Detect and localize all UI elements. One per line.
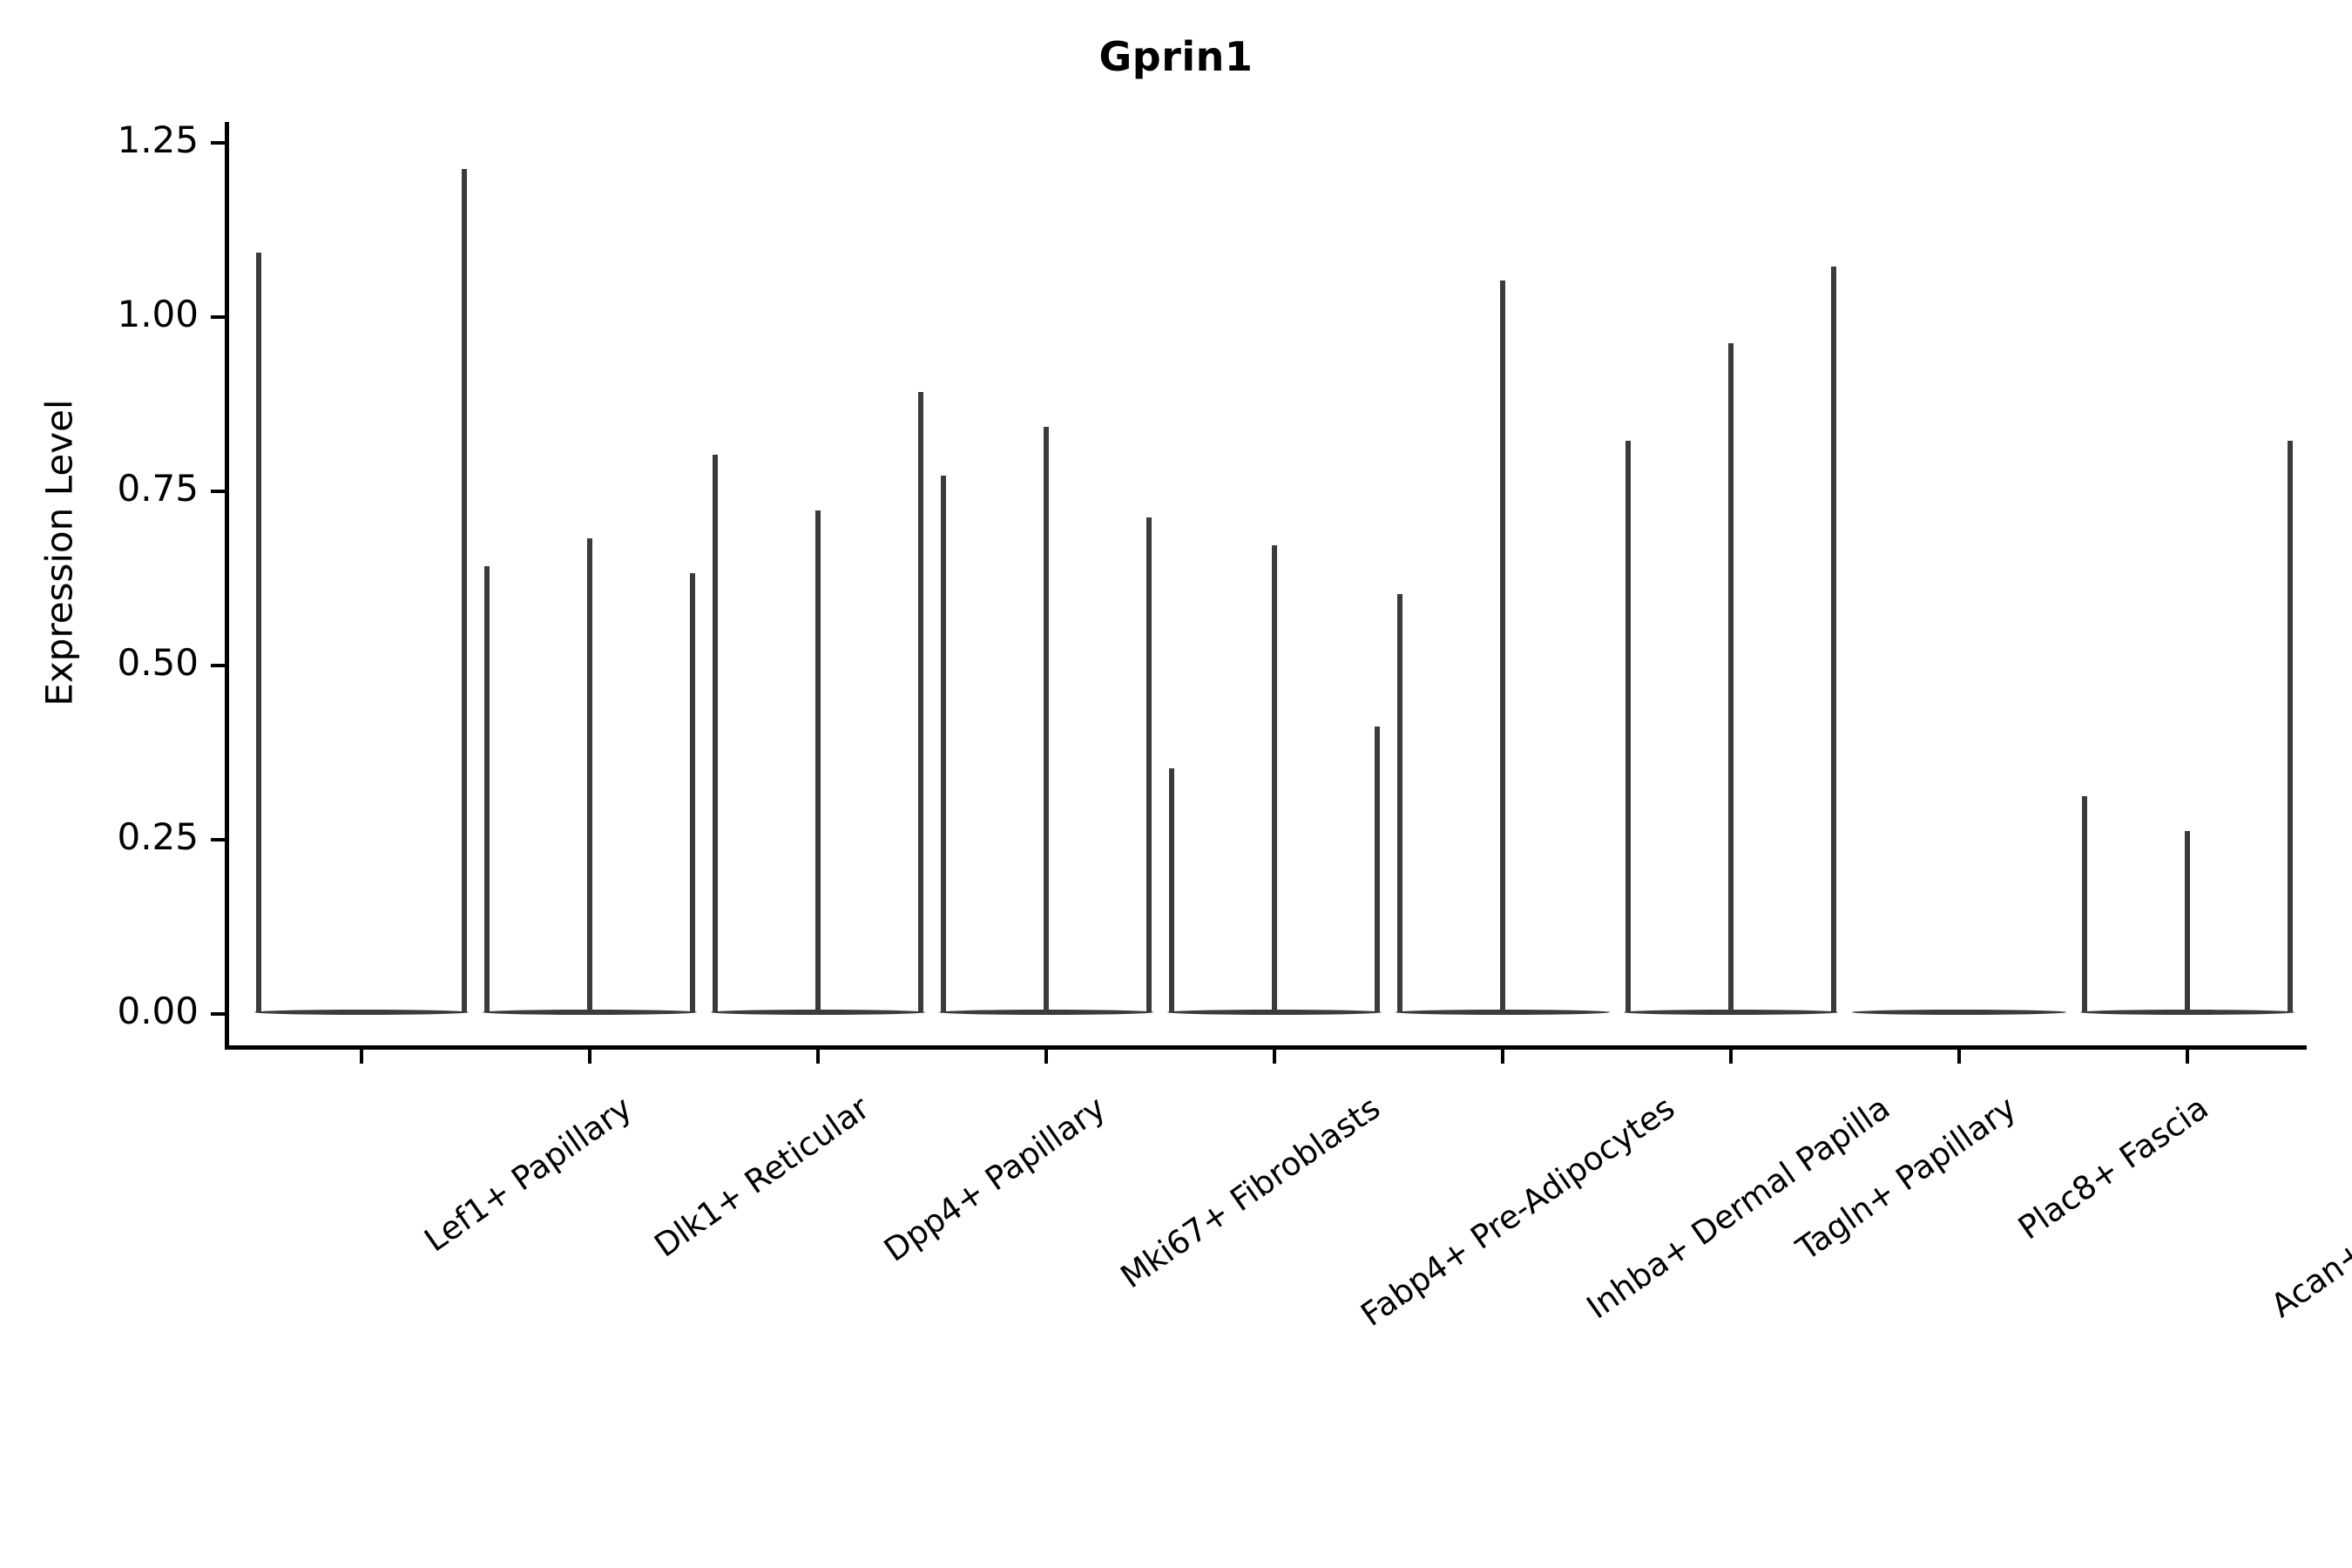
violin-stem [1500, 280, 1505, 1012]
x-tick-mark [2186, 1050, 2189, 1064]
violin-stem [1728, 343, 1734, 1012]
y-tick-label: 0.25 [117, 815, 199, 858]
y-axis-label: Expression Level [37, 399, 81, 706]
x-tick-mark [588, 1050, 591, 1064]
y-tick-label: 0.00 [117, 990, 199, 1032]
violin-stem [815, 510, 821, 1012]
x-tick-mark [360, 1050, 363, 1064]
x-tick-label: Plac8+ Fascia [2011, 1089, 2215, 1247]
x-tick-mark [1729, 1050, 1733, 1064]
violin-base [254, 1010, 469, 1015]
violin-stem [1146, 517, 1152, 1012]
violin-stem [587, 538, 592, 1012]
violin-base [2080, 1010, 2295, 1015]
y-tick-mark [211, 664, 225, 667]
violin-base [1852, 1010, 2066, 1015]
x-tick-mark [1044, 1050, 1048, 1064]
violin-stem [713, 455, 718, 1012]
violin-base [1624, 1010, 1838, 1015]
y-tick-mark [211, 1012, 225, 1016]
y-tick-label: 1.25 [117, 118, 199, 161]
violin-base [483, 1010, 697, 1015]
y-axis-spine [225, 122, 229, 1050]
violin-stem [1625, 441, 1631, 1012]
violin-stem [2185, 831, 2190, 1012]
x-axis-spine [225, 1045, 2307, 1050]
x-tick-mark [1501, 1050, 1504, 1064]
violin-base [711, 1010, 925, 1015]
violin-base [939, 1010, 1153, 1015]
x-tick-mark [1273, 1050, 1276, 1064]
page-title: Gprin1 [1098, 33, 1254, 80]
violin-stem [462, 169, 467, 1012]
violin-stem [2288, 441, 2293, 1012]
plot-area: 0.00 0.25 0.50 0.75 1.00 1.25 Lef1+ Papillary… [117, 118, 2352, 1334]
y-tick-mark [211, 490, 225, 493]
y-tick-label: 1.00 [117, 293, 199, 335]
violin-base [1167, 1010, 1382, 1015]
y-tick-mark [211, 315, 225, 319]
violin-stem [2082, 796, 2087, 1012]
violin-stem [1044, 427, 1049, 1012]
x-tick-mark [1957, 1050, 1961, 1064]
x-tick-label: Dlk1+ Reticular [647, 1089, 876, 1265]
y-tick-label: 0.75 [117, 467, 199, 510]
violin-stem [1375, 727, 1380, 1012]
x-tick-mark [816, 1050, 820, 1064]
x-tick-label: Dpp4+ Papillary [877, 1089, 1112, 1269]
violin-stem [1272, 545, 1277, 1012]
violin-base [1396, 1010, 1610, 1015]
x-tick-label: Mki67+ Fibroblasts [1113, 1089, 1388, 1296]
y-tick-mark [211, 838, 225, 841]
y-tick-mark [211, 141, 225, 145]
x-tick-label: Lef1+ Papillary [417, 1089, 639, 1260]
violin-stem [918, 392, 923, 1012]
violin-stem [1397, 594, 1402, 1012]
x-tick-label: Acan+ Dermal Sheath [2264, 1089, 2352, 1325]
x-tick-label: Tagln+ Papillary [1789, 1089, 2024, 1268]
violin-stem [1169, 768, 1174, 1012]
violin-stem [941, 476, 946, 1012]
violin-stem [484, 566, 490, 1012]
violin-stem [256, 253, 261, 1012]
violin-stem [690, 573, 695, 1012]
y-tick-label: 0.50 [117, 641, 199, 684]
violin-stem [1831, 267, 1836, 1012]
